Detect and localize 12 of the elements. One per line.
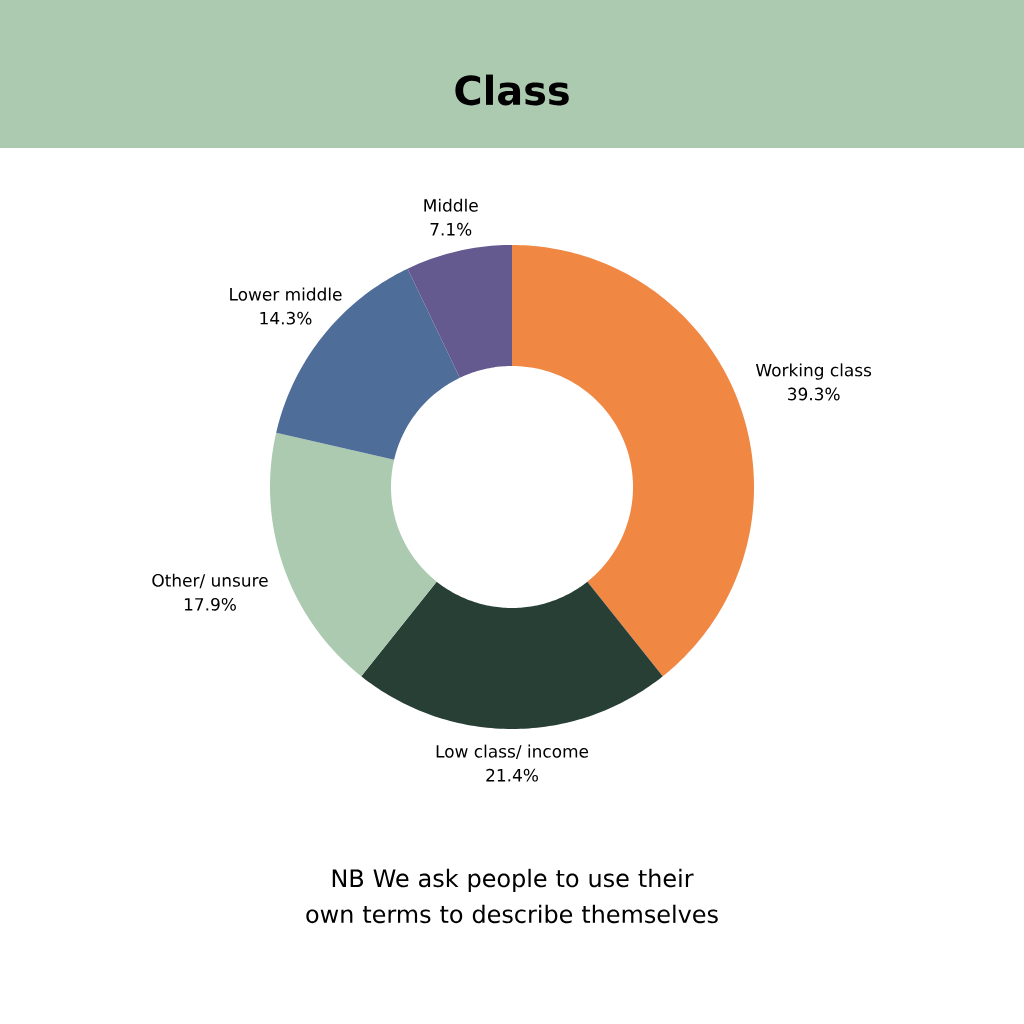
slice-label: Working class xyxy=(755,363,872,380)
data-label: 14.3% xyxy=(260,311,312,325)
chart-title: Class xyxy=(455,74,569,106)
text: NB We ask people to use their own terms to describe themselves xyxy=(306,868,718,924)
slice-label: Low class/ income xyxy=(436,744,589,760)
data-label: 39.3% xyxy=(788,387,840,401)
data-label: 21.4% xyxy=(486,768,538,782)
slice-label: Lower middle xyxy=(230,287,342,301)
data-label: 17.9% xyxy=(184,597,236,611)
slice-label: Other/ unsure xyxy=(152,573,268,589)
data-label: 7.1% xyxy=(430,222,472,236)
slice-label: Middle xyxy=(424,198,478,212)
